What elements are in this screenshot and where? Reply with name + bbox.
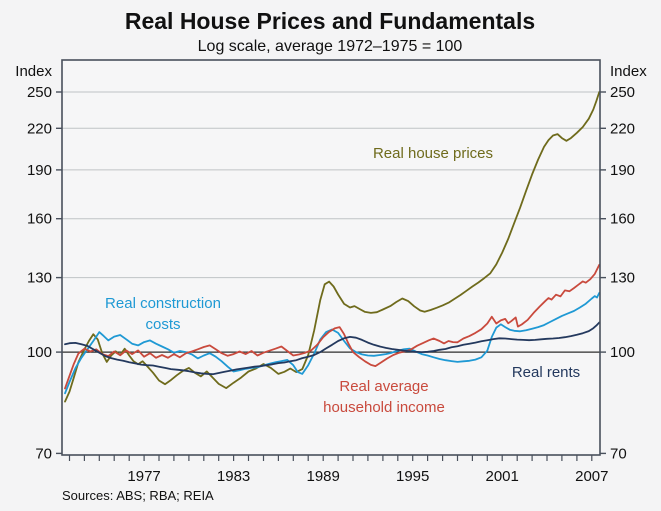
y-tick-label-left-190: 190 (27, 162, 52, 179)
y-tick-label-right-130: 130 (610, 270, 635, 287)
x-tick-label-2001: 2001 (486, 468, 519, 485)
sources-note: Sources: ABS; RBA; REIA (62, 488, 214, 503)
y-tick-label-left-70: 70 (35, 445, 52, 462)
y-tick-label-right-70: 70 (610, 445, 627, 462)
plot-area-background (62, 60, 600, 455)
legend-label-house-prices: Real house prices (373, 145, 493, 162)
y-axis-unit-left: Index (15, 63, 52, 80)
chart-title: Real House Prices and Fundamentals (125, 8, 535, 34)
plot-layer: 250 250 220 220 190 190 160 160 130 130 100 100 70 70… (27, 59, 635, 485)
series-line-household-income (64, 263, 601, 390)
y-tick-label-left-100: 100 (27, 344, 52, 361)
y-tick-label-right-190: 190 (610, 162, 635, 179)
y-tick-label-left-130: 130 (27, 270, 52, 287)
legend-label-construction-costs: Real construction costs (105, 295, 221, 333)
y-tick-label-right-100: 100 (610, 344, 635, 361)
series-line-construction-costs (64, 291, 601, 395)
plot-border (61, 59, 601, 456)
x-tick-label-1989: 1989 (307, 468, 340, 485)
chart-subtitle: Log scale, average 1972–1975 = 100 (198, 38, 463, 55)
y-tick-label-right-250: 250 (610, 84, 635, 101)
y-tick-label-right-220: 220 (610, 120, 635, 137)
x-tick-label-1983: 1983 (217, 468, 250, 485)
x-tick-label-1995: 1995 (396, 468, 429, 485)
x-tick-label-1977: 1977 (127, 468, 160, 485)
y-tick-label-left-160: 160 (27, 211, 52, 228)
y-tick-label-right-160: 160 (610, 211, 635, 228)
legend-label-household-income: Real average household income (323, 378, 445, 416)
y-tick-label-left-220: 220 (27, 120, 52, 137)
legend-label-rents: Real rents (512, 364, 580, 381)
y-tick-label-left-250: 250 (27, 84, 52, 101)
y-axis-unit-right: Index (610, 63, 647, 80)
x-tick-label-2007: 2007 (575, 468, 608, 485)
series-line-rents (64, 321, 601, 376)
